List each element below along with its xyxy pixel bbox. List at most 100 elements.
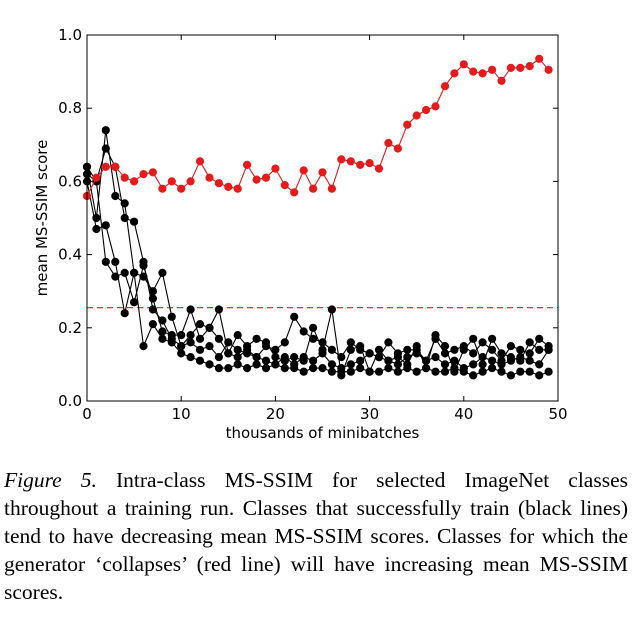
data-point (450, 345, 459, 354)
data-point (356, 356, 365, 365)
data-point (535, 334, 544, 343)
series-train (82, 162, 553, 380)
data-point (158, 184, 167, 193)
data-point (384, 356, 393, 365)
data-point (535, 54, 544, 63)
data-point (356, 364, 365, 373)
data-point (450, 356, 459, 365)
data-point (327, 367, 336, 376)
data-point (139, 342, 148, 351)
data-point (478, 338, 487, 347)
data-point (148, 320, 157, 329)
data-point (101, 144, 110, 153)
data-point (459, 60, 468, 69)
data-point (497, 76, 506, 85)
data-point (111, 257, 120, 266)
data-point (101, 257, 110, 266)
series-collapse (82, 54, 553, 201)
data-point (431, 102, 440, 111)
ms-ssim-chart: 0 10 20 30 40 50 0.0 0.2 0.4 0.6 0.8 1.0 thousands … (33, 26, 568, 442)
x-axis-label: thousands of minibatches (226, 424, 420, 442)
x-tick-label: 20 (266, 405, 285, 423)
data-point (365, 159, 374, 168)
x-tick-label: 50 (548, 405, 567, 423)
data-point (431, 367, 440, 376)
data-point (252, 334, 261, 343)
data-point (233, 331, 242, 340)
data-point (261, 338, 271, 347)
data-point (214, 353, 223, 362)
data-point (327, 305, 336, 314)
data-point (120, 173, 129, 182)
data-point (525, 367, 534, 376)
data-point (167, 177, 176, 186)
data-point (195, 157, 205, 166)
y-tick-label: 0.6 (58, 172, 82, 190)
data-point (403, 120, 412, 129)
data-point (431, 353, 440, 362)
data-point (327, 360, 336, 369)
data-point (92, 173, 101, 182)
data-point (365, 367, 374, 376)
data-point (101, 221, 110, 230)
data-point (309, 323, 318, 332)
data-point (101, 162, 110, 171)
data-point (280, 181, 289, 190)
data-point (525, 349, 534, 358)
data-point (205, 342, 214, 351)
data-point (469, 334, 478, 343)
data-point (261, 364, 271, 373)
data-point (120, 268, 129, 277)
data-point (252, 353, 261, 362)
data-point (111, 191, 120, 201)
data-point (535, 345, 544, 354)
y-tick-label: 0.4 (58, 246, 82, 264)
data-point (167, 338, 176, 347)
data-point (195, 320, 205, 329)
data-point (252, 360, 261, 369)
data-point (393, 144, 402, 153)
data-point (177, 184, 186, 193)
data-point (525, 62, 534, 71)
data-point (374, 367, 384, 376)
data-point (318, 345, 327, 354)
data-point (346, 157, 355, 166)
data-point (299, 327, 308, 336)
data-point (243, 160, 252, 169)
data-point (469, 360, 478, 369)
data-point (327, 345, 336, 354)
data-point (469, 371, 478, 380)
data-point (233, 360, 242, 369)
data-point (506, 353, 515, 362)
series-line (86, 58, 550, 197)
data-point (233, 345, 242, 354)
data-point (478, 69, 487, 78)
x-tick-label: 10 (172, 405, 191, 423)
data-point (290, 364, 299, 373)
data-point (177, 349, 186, 358)
data-point (374, 345, 384, 354)
y-tick-label: 0.2 (58, 319, 82, 337)
data-point (478, 367, 487, 376)
data-point (346, 345, 355, 354)
data-point (280, 356, 289, 365)
data-point (384, 364, 393, 373)
data-point (290, 312, 299, 321)
data-point (177, 331, 186, 340)
data-point (459, 367, 468, 376)
data-point (186, 331, 195, 340)
data-point (214, 305, 223, 314)
data-point (139, 170, 148, 179)
data-point (271, 353, 280, 362)
data-point (205, 173, 214, 182)
data-point (195, 356, 205, 365)
data-point (384, 338, 393, 347)
data-point (516, 345, 525, 354)
data-point (130, 268, 139, 277)
data-point (412, 111, 421, 120)
data-point (233, 184, 242, 193)
plot-frame (86, 34, 559, 402)
data-point (280, 364, 289, 373)
x-tick-label: 30 (360, 405, 379, 423)
data-point (422, 364, 431, 373)
